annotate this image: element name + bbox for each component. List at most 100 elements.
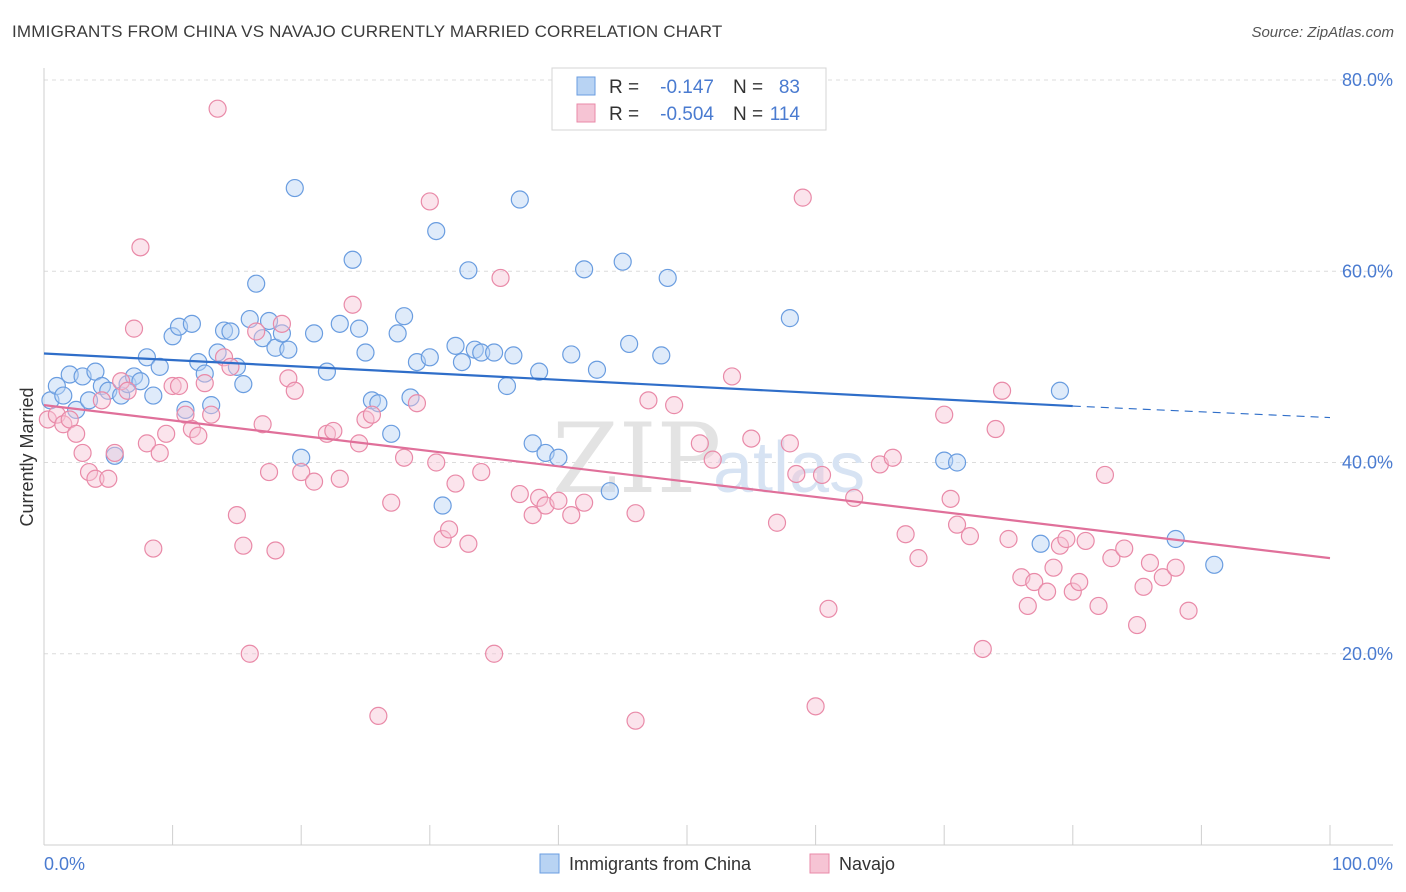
y-tick-label: 40.0% [1342, 453, 1393, 473]
china-point [356, 343, 375, 362]
navajo-point [369, 706, 388, 726]
china-point [446, 336, 465, 355]
china-point [349, 319, 369, 338]
china-point [780, 309, 799, 328]
watermark-zip: ZIP [552, 403, 721, 515]
navajo-point [266, 541, 285, 560]
navajo-point [446, 474, 465, 493]
source-credit: Source: ZipAtlas.com [1251, 24, 1394, 41]
legend-swatch-blue [576, 76, 596, 96]
china-point [285, 178, 304, 198]
navajo-point [1102, 549, 1121, 568]
navajo-point [787, 464, 806, 484]
navajo-point [1037, 582, 1057, 601]
navajo-point [420, 192, 439, 211]
navajo-point [1089, 596, 1108, 616]
navajo-point [362, 405, 382, 424]
china-point [1205, 555, 1224, 574]
navajo-point [427, 453, 446, 472]
china-point [144, 386, 163, 405]
china-point [176, 400, 195, 420]
navajo-point [1153, 568, 1172, 587]
legend-n-value-2: 114 [770, 104, 801, 125]
navajo-point [1076, 531, 1095, 551]
navajo-point [626, 504, 645, 523]
navajo-point [665, 396, 684, 415]
china-point [343, 250, 362, 269]
navajo-point [472, 462, 491, 482]
navajo-point [343, 295, 362, 314]
china-point [510, 190, 529, 209]
china-point [272, 324, 292, 343]
navajo-point [459, 534, 478, 553]
watermark: ZIP atlas [552, 403, 865, 515]
y-tick-labels: 20.0% 40.0% 60.0% 80.0% [1342, 70, 1393, 664]
china-point [947, 453, 967, 472]
china-point [562, 345, 581, 364]
china-point [427, 221, 446, 241]
navajo-point [304, 472, 324, 491]
china-point [382, 424, 401, 443]
navajo-point [163, 376, 182, 396]
y-tick-label: 20.0% [1342, 644, 1393, 664]
gridlines [44, 79, 1393, 655]
china-point [202, 396, 221, 415]
x-tick-label: 100.0% [1332, 854, 1393, 874]
bottom-legend-label-blue: Immigrants from China [569, 854, 752, 874]
bottom-legend-swatch-blue [539, 853, 560, 874]
navajo-point [639, 391, 658, 410]
navajo-point [845, 488, 864, 507]
y-tick-label: 80.0% [1342, 70, 1393, 90]
legend-r-label-1: R = [609, 77, 639, 98]
china-point [150, 357, 169, 376]
navajo-point [112, 372, 131, 391]
bottom-legend-label-pink: Navajo [839, 854, 895, 874]
navajo-point [806, 697, 825, 716]
navajo-point [992, 381, 1012, 400]
navajo-point [485, 644, 504, 663]
china-point [497, 376, 517, 396]
china-point [317, 362, 337, 381]
x-tick-label: 0.0% [44, 854, 85, 874]
navajo-point [935, 405, 954, 424]
china-point [549, 448, 568, 467]
navajo-point [1025, 572, 1044, 592]
navajo-point [253, 415, 272, 434]
navajo-point [394, 448, 414, 467]
navajo-point [742, 429, 761, 448]
x-tick-labels: 0.0% 100.0% [44, 854, 1393, 874]
legend-n-label-2: N = [733, 104, 763, 125]
china-point [279, 340, 298, 359]
china-point [485, 343, 504, 362]
china-point [330, 314, 349, 333]
navajo-point [208, 99, 227, 118]
china-point [369, 394, 388, 413]
china-point [504, 346, 523, 365]
china-point [620, 334, 639, 354]
navajo-point [105, 443, 124, 463]
axes [43, 68, 1393, 846]
navajo-point [202, 405, 221, 424]
navajo-point [227, 505, 246, 525]
navajo-point [92, 391, 111, 410]
navajo-point [883, 448, 902, 467]
navajo-point [960, 527, 980, 546]
legend-r-value-2: -0.504 [660, 104, 714, 125]
china-point [433, 496, 452, 515]
navajo-point [1063, 582, 1082, 601]
navajo-point [986, 419, 1005, 439]
navajo-point [407, 394, 427, 413]
china-point [195, 364, 214, 383]
bottom-legend: Immigrants from China Navajo [539, 853, 895, 874]
navajo-point [562, 505, 581, 525]
china-point [388, 324, 407, 343]
china-point [234, 374, 253, 394]
navajo-point [690, 434, 709, 453]
navajo-point [292, 462, 311, 482]
china-point [587, 360, 607, 379]
bottom-legend-swatch-pink [809, 853, 830, 874]
y-axis-title: Currently Married [17, 387, 37, 526]
navajo-point [973, 639, 992, 659]
china-point [54, 386, 73, 405]
